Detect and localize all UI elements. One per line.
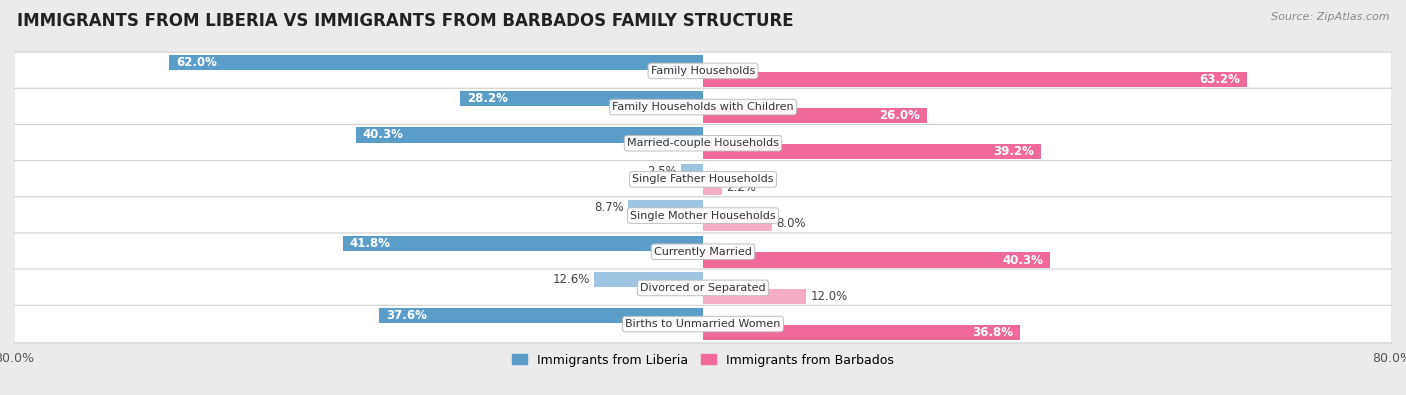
Text: 12.0%: 12.0% [811,290,848,303]
Bar [703,144,1040,159]
Bar [628,199,703,215]
Text: Divorced or Separated: Divorced or Separated [640,283,766,293]
Bar [703,289,807,304]
Bar [682,164,703,179]
Text: 37.6%: 37.6% [387,309,427,322]
Text: 26.0%: 26.0% [879,109,920,122]
Text: IMMIGRANTS FROM LIBERIA VS IMMIGRANTS FROM BARBADOS FAMILY STRUCTURE: IMMIGRANTS FROM LIBERIA VS IMMIGRANTS FR… [17,12,793,30]
Text: Family Households with Children: Family Households with Children [612,102,794,112]
Legend: Immigrants from Liberia, Immigrants from Barbados: Immigrants from Liberia, Immigrants from… [508,349,898,372]
Bar [703,180,721,196]
Text: 8.7%: 8.7% [593,201,624,214]
Bar [595,272,703,287]
Bar [356,127,703,143]
Text: 40.3%: 40.3% [363,128,404,141]
Text: Single Mother Households: Single Mother Households [630,211,776,220]
Text: Married-couple Households: Married-couple Households [627,138,779,148]
FancyBboxPatch shape [14,197,1392,234]
Text: 41.8%: 41.8% [350,237,391,250]
Bar [703,108,927,123]
Text: 12.6%: 12.6% [553,273,591,286]
FancyBboxPatch shape [14,233,1392,271]
Text: 39.2%: 39.2% [993,145,1033,158]
Text: 63.2%: 63.2% [1199,73,1240,86]
Bar [703,252,1050,268]
Bar [169,55,703,70]
Text: 2.2%: 2.2% [727,181,756,194]
Bar [703,216,772,231]
Bar [460,91,703,106]
Text: 8.0%: 8.0% [776,217,806,230]
Text: Family Households: Family Households [651,66,755,76]
Text: Currently Married: Currently Married [654,247,752,257]
FancyBboxPatch shape [14,269,1392,307]
Text: Births to Unmarried Women: Births to Unmarried Women [626,319,780,329]
Bar [380,308,703,324]
Text: Single Father Households: Single Father Households [633,175,773,184]
FancyBboxPatch shape [14,161,1392,198]
Text: 28.2%: 28.2% [467,92,508,105]
Text: 62.0%: 62.0% [176,56,217,69]
FancyBboxPatch shape [14,305,1392,343]
FancyBboxPatch shape [14,124,1392,162]
FancyBboxPatch shape [14,52,1392,90]
Bar [703,71,1247,87]
Text: 2.5%: 2.5% [647,165,678,178]
Text: 36.8%: 36.8% [972,326,1012,339]
Bar [703,325,1019,340]
Text: Source: ZipAtlas.com: Source: ZipAtlas.com [1271,12,1389,22]
Text: 40.3%: 40.3% [1002,254,1043,267]
Bar [343,236,703,251]
FancyBboxPatch shape [14,88,1392,126]
